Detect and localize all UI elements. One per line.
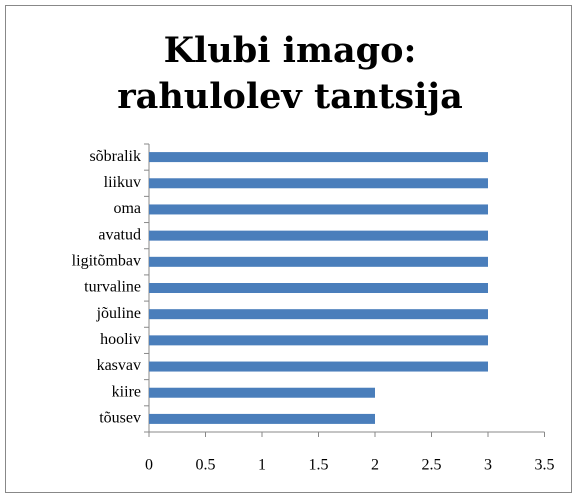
bar — [149, 361, 488, 372]
bar — [149, 256, 488, 267]
y-tick-label: tõusev — [99, 410, 141, 427]
bar — [149, 152, 488, 163]
y-tick-label: oma — [113, 200, 141, 217]
bar — [149, 335, 488, 346]
y-tick-label: kiire — [112, 383, 141, 400]
x-tick-label: 1.5 — [309, 457, 329, 474]
x-tick-label: 0 — [145, 457, 153, 474]
y-tick-label: avatud — [98, 226, 141, 243]
y-tick-label: kasvav — [97, 357, 141, 374]
bar — [149, 283, 488, 293]
x-tick-label: 0.5 — [196, 457, 216, 474]
bar — [149, 204, 488, 215]
y-tick-label: jõuline — [96, 305, 141, 322]
bar — [149, 309, 488, 320]
x-tick-label: 2.5 — [422, 457, 442, 474]
x-tick-label: 2 — [371, 457, 379, 474]
y-tick-label: hooliv — [100, 331, 141, 348]
y-tick-label: sõbralik — [89, 148, 141, 165]
y-tick-label: turvaline — [84, 279, 141, 296]
bar — [149, 230, 488, 241]
x-tick-label: 3 — [484, 457, 492, 474]
chart-border — [5, 5, 572, 493]
chart-title: Klubi imago: rahulolev tantsija — [117, 30, 463, 117]
bar — [149, 178, 488, 189]
x-tick-label: 1 — [258, 457, 266, 474]
y-tick-label: ligitõmbav — [72, 252, 141, 269]
y-tick-label: liikuv — [104, 174, 141, 191]
bar — [149, 387, 375, 398]
bar — [149, 413, 375, 424]
x-tick-label: 3.5 — [535, 457, 555, 474]
